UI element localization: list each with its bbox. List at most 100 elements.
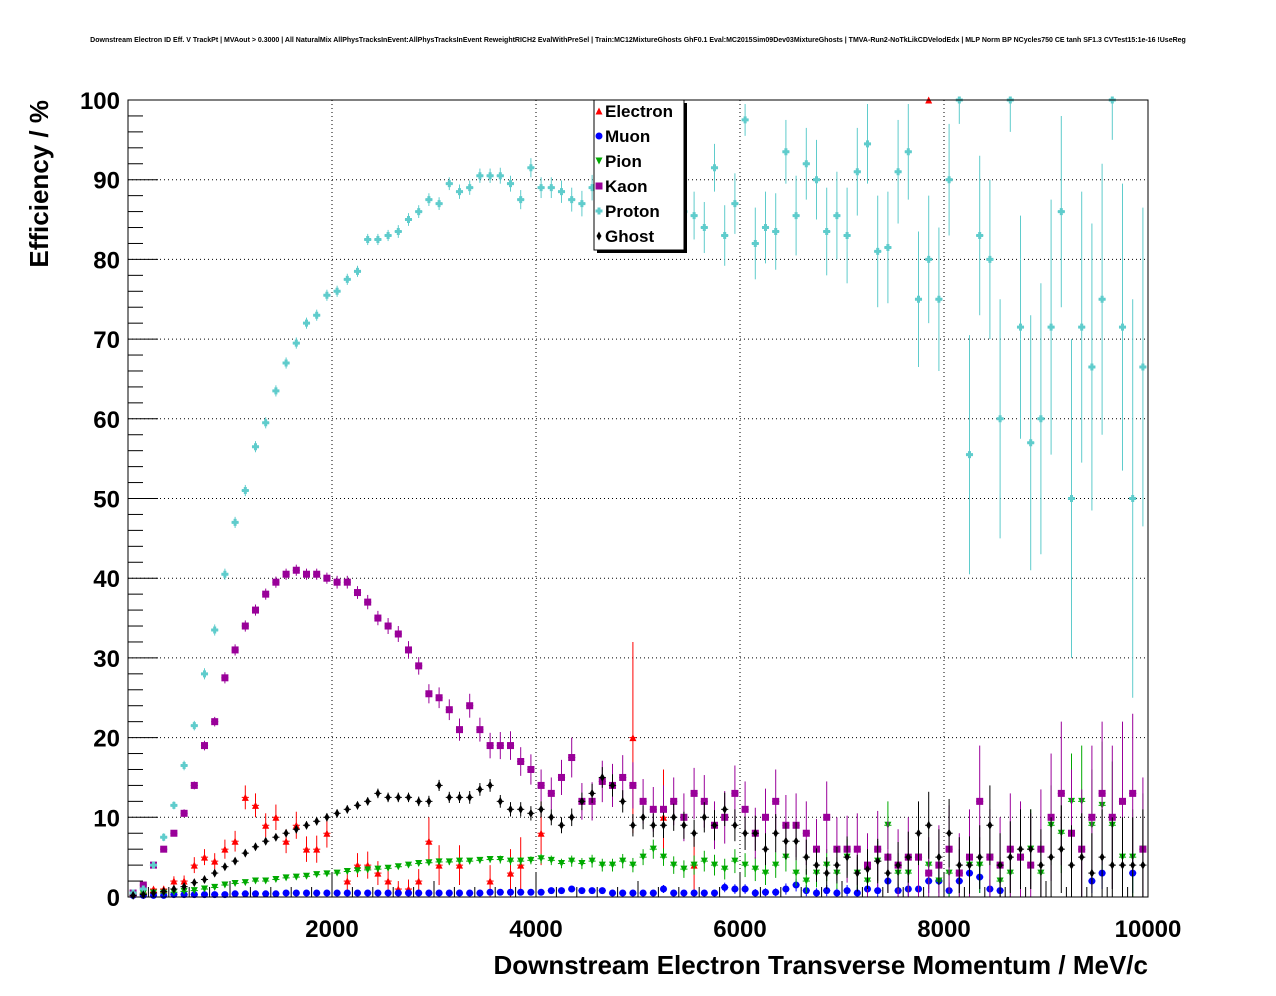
kaon-marker <box>853 845 861 853</box>
proton-marker <box>1078 323 1086 331</box>
kaon-marker <box>772 797 780 805</box>
muon-marker <box>272 890 280 898</box>
pion-point <box>211 883 219 891</box>
x-tick-label: 2000 <box>305 916 358 943</box>
ghost-marker <box>375 788 381 798</box>
proton-marker <box>211 626 219 634</box>
series-ghost <box>129 767 1147 900</box>
muon-marker <box>558 887 565 895</box>
proton-marker <box>1037 415 1045 423</box>
electron-marker <box>629 734 637 742</box>
proton-point <box>945 123 953 236</box>
electron-marker <box>354 861 361 869</box>
ghost-marker <box>1069 860 1074 870</box>
pion-marker <box>221 881 229 889</box>
pion-marker <box>476 856 484 864</box>
ghost-point <box>384 792 392 803</box>
muon-point <box>731 884 739 894</box>
pion-marker <box>394 863 402 871</box>
proton-marker <box>700 224 708 232</box>
proton-marker <box>1068 495 1075 502</box>
ghost-marker <box>1109 860 1115 870</box>
kaon-marker <box>354 589 361 597</box>
pion-point <box>721 858 729 880</box>
muon-marker <box>751 889 759 897</box>
kaon-marker <box>568 754 576 762</box>
electron-marker <box>221 845 229 853</box>
kaon-point <box>282 568 290 580</box>
legend-label-ghost: Ghost <box>605 227 654 246</box>
y-tick-label: 80 <box>93 247 120 274</box>
proton-point <box>772 193 780 270</box>
proton-marker <box>741 116 749 124</box>
pion-point <box>537 853 545 864</box>
electron-point <box>425 817 433 866</box>
ghost-marker <box>406 792 411 802</box>
pion-point <box>608 858 617 872</box>
pion-marker <box>670 861 678 869</box>
proton-marker <box>976 231 984 239</box>
ghost-marker <box>497 796 503 806</box>
proton-marker <box>160 833 168 841</box>
ghost-marker <box>875 856 881 866</box>
electron-marker <box>425 837 433 845</box>
muon-point <box>741 884 749 894</box>
ghost-marker <box>314 816 320 826</box>
pion-point <box>394 863 402 871</box>
pion-point <box>272 875 280 883</box>
y-tick-label: 90 <box>93 168 120 195</box>
proton-point <box>874 195 882 308</box>
kaon-marker <box>445 706 453 714</box>
pion-marker <box>364 866 372 874</box>
ghost-point <box>772 814 780 853</box>
muon-point <box>751 889 759 897</box>
kaon-point <box>629 762 637 809</box>
muon-marker <box>201 891 208 899</box>
proton-marker <box>354 267 361 275</box>
muon-marker <box>700 889 708 897</box>
muon-marker <box>649 889 657 897</box>
proton-point <box>241 484 249 497</box>
pion-marker <box>588 857 596 865</box>
proton-marker <box>925 255 933 263</box>
ghost-point <box>292 824 300 834</box>
kaon-marker <box>619 773 627 781</box>
kaon-marker <box>180 809 188 817</box>
muon-point <box>812 888 821 897</box>
ghost-point <box>741 816 749 850</box>
legend-label-kaon: Kaon <box>605 177 648 196</box>
muon-point <box>374 889 382 897</box>
ghost-point <box>823 857 831 890</box>
electron-point <box>221 839 229 859</box>
muon-marker <box>282 889 290 897</box>
ghost-marker <box>701 812 707 822</box>
kaon-point <box>823 781 831 854</box>
ghost-marker <box>885 868 891 878</box>
proton-marker <box>190 722 198 730</box>
proton-marker <box>874 247 882 255</box>
muon-marker <box>221 891 229 899</box>
kaon-marker <box>201 742 208 750</box>
pion-marker <box>558 860 565 868</box>
pion-marker <box>598 861 606 869</box>
muon-marker <box>619 889 627 897</box>
muon-point <box>659 885 668 894</box>
pion-point <box>292 873 300 881</box>
kaon-marker <box>384 622 392 630</box>
pion-marker <box>649 845 657 853</box>
ghost-marker <box>1048 852 1054 862</box>
ghost-point <box>802 839 810 875</box>
axis-ticks: 2000 4000 6000 8000 10000 0 10 20 30 40 50 60 70 80 90… <box>80 88 1181 943</box>
muon-point <box>404 889 413 897</box>
proton-point <box>323 289 331 301</box>
ghost-marker <box>263 836 269 846</box>
proton-point <box>976 155 984 316</box>
x-tick-label: 4000 <box>509 916 562 943</box>
muon-marker <box>843 887 851 895</box>
ghost-point <box>904 831 912 883</box>
muon-point <box>435 889 443 897</box>
ghost-marker <box>1028 844 1034 854</box>
pion-point <box>690 855 698 875</box>
electron-marker <box>537 829 545 837</box>
kaon-point <box>170 829 178 837</box>
